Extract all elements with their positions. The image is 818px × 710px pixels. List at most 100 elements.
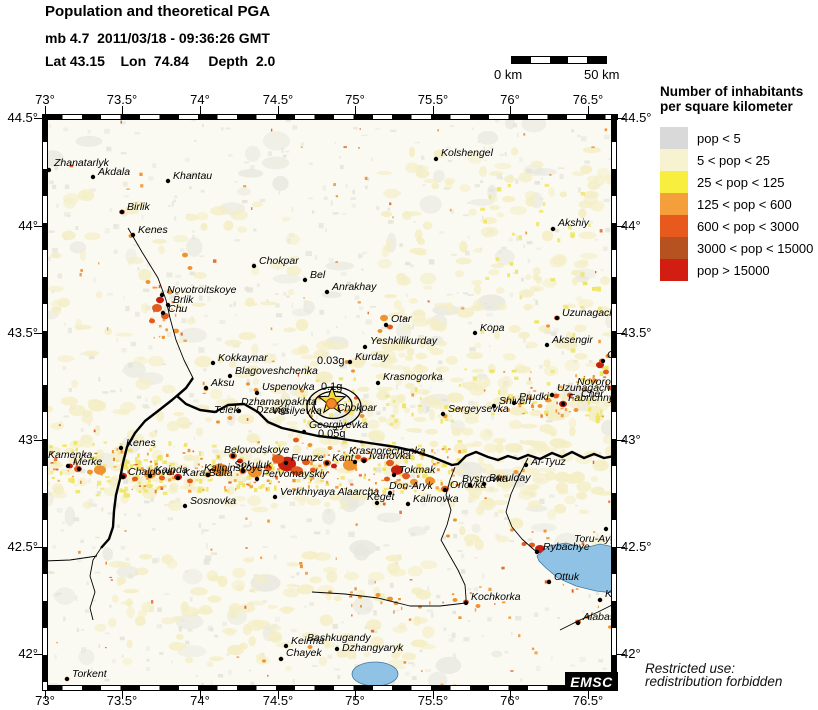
pop-highdensity bbox=[458, 450, 462, 454]
terrain-texture bbox=[356, 314, 360, 319]
pop-highdensity bbox=[404, 486, 407, 490]
pop-middensity bbox=[420, 455, 424, 460]
terrain-texture bbox=[363, 393, 369, 399]
pop-highdensity bbox=[275, 476, 278, 480]
terrain-texture bbox=[227, 395, 230, 400]
terrain-texture bbox=[328, 257, 334, 263]
pop-highdensity bbox=[530, 386, 533, 389]
pga-label: 0.05g bbox=[318, 428, 346, 440]
pop-middensity bbox=[472, 376, 478, 381]
pop-lowdensity bbox=[514, 365, 531, 374]
density-blob bbox=[152, 304, 162, 312]
axis-tick bbox=[45, 106, 46, 114]
pop-highdensity bbox=[138, 485, 141, 487]
pop-middensity bbox=[515, 269, 519, 274]
pop-highdensity bbox=[595, 270, 597, 274]
pop-highdensity bbox=[116, 448, 119, 451]
pop-highdensity bbox=[432, 463, 436, 466]
terrain-texture bbox=[313, 531, 321, 535]
pop-lowdensity bbox=[483, 443, 498, 453]
city-dot bbox=[165, 178, 171, 184]
terrain-texture bbox=[95, 536, 100, 539]
pop-highdensity bbox=[67, 470, 69, 472]
pop-lowdensity bbox=[473, 401, 480, 412]
density-blob bbox=[391, 465, 403, 475]
city-dot bbox=[302, 277, 308, 283]
pop-lowdensity bbox=[210, 388, 223, 400]
terrain-texture bbox=[348, 531, 355, 538]
terrain-texture bbox=[64, 212, 71, 217]
terrain-texture bbox=[394, 609, 400, 612]
pop-highdensity bbox=[583, 375, 586, 378]
city-dot bbox=[383, 322, 389, 328]
terrain-texture bbox=[445, 146, 451, 152]
pop-lowdensity bbox=[149, 431, 158, 438]
terrain-texture bbox=[291, 206, 294, 212]
terrain-texture bbox=[193, 437, 196, 440]
pop-lowdensity bbox=[161, 384, 176, 394]
pop-highdensity bbox=[501, 566, 505, 570]
pop-lowdensity bbox=[104, 327, 113, 336]
terrain-texture bbox=[389, 582, 394, 588]
terrain-texture bbox=[125, 305, 130, 312]
legend-label: pop < 5 bbox=[697, 130, 741, 146]
terrain-texture bbox=[414, 141, 420, 144]
pop-lowdensity bbox=[108, 560, 126, 568]
terrain-texture bbox=[122, 212, 127, 217]
terrain-texture bbox=[219, 319, 226, 325]
terrain-texture bbox=[446, 293, 453, 296]
terrain-texture bbox=[410, 532, 416, 537]
pop-highdensity bbox=[528, 377, 531, 381]
terrain-texture bbox=[273, 579, 276, 583]
pop-middensity bbox=[183, 444, 187, 447]
density-blob bbox=[582, 388, 588, 392]
city-label: Chokpar bbox=[259, 255, 299, 267]
pop-highdensity bbox=[336, 477, 339, 480]
emsc-logo: EMSC bbox=[565, 672, 618, 691]
pop-lowdensity bbox=[525, 341, 538, 349]
city-label: Yeshkilikurday bbox=[370, 335, 438, 347]
terrain-texture bbox=[199, 284, 204, 289]
terrain-texture bbox=[398, 191, 402, 195]
terrain-texture bbox=[137, 267, 140, 271]
pop-middensity bbox=[601, 366, 607, 370]
terrain-texture bbox=[246, 287, 253, 293]
pop-middensity bbox=[236, 484, 241, 489]
city-dot bbox=[362, 344, 368, 350]
pop-middensity bbox=[544, 393, 549, 397]
pop-highdensity bbox=[572, 398, 575, 401]
population-legend: Number of inhabitants per square kilomet… bbox=[660, 84, 818, 281]
pop-highdensity bbox=[311, 459, 315, 463]
terrain-texture bbox=[362, 251, 367, 255]
terrain-texture bbox=[303, 299, 308, 304]
pop-highdensity bbox=[202, 392, 207, 395]
pop-highdensity bbox=[392, 489, 395, 493]
terrain-texture bbox=[100, 167, 104, 172]
terrain-texture bbox=[275, 313, 283, 318]
density-blob bbox=[212, 463, 228, 477]
pop-middensity bbox=[261, 484, 265, 488]
terrain-texture bbox=[580, 136, 587, 142]
pop-lowdensity bbox=[83, 350, 99, 357]
pop-lowdensity bbox=[469, 305, 485, 312]
density-blob bbox=[149, 318, 155, 324]
terrain-texture bbox=[104, 128, 110, 134]
pop-lowdensity bbox=[62, 193, 80, 205]
city-dot bbox=[240, 468, 246, 474]
pop-highdensity bbox=[396, 478, 400, 482]
pop-middensity bbox=[596, 412, 599, 417]
pop-highdensity bbox=[335, 557, 337, 561]
pop-lowdensity bbox=[419, 560, 438, 570]
pop-highdensity bbox=[140, 184, 144, 188]
lake bbox=[351, 661, 399, 687]
terrain-texture bbox=[214, 634, 219, 638]
terrain-texture bbox=[84, 609, 90, 613]
axis-tick bbox=[355, 106, 356, 114]
pop-middensity bbox=[332, 458, 335, 462]
terrain-texture bbox=[180, 619, 185, 623]
terrain-texture bbox=[579, 657, 586, 662]
terrain-texture bbox=[429, 386, 432, 389]
pop-lowdensity bbox=[527, 500, 543, 509]
pop-highdensity bbox=[540, 414, 543, 418]
density-blob bbox=[573, 408, 579, 412]
